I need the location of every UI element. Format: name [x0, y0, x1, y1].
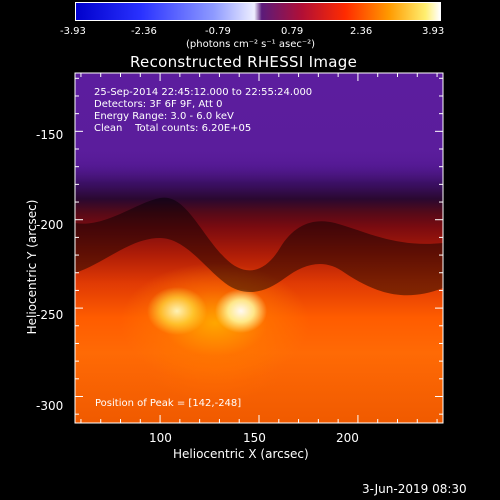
footer-date: 3-Jun-2019 08:30 [362, 482, 467, 496]
x-axis-label: Heliocentric X (arcsec) [173, 447, 309, 461]
x-tick-label-2: 200 [336, 431, 359, 445]
colorbar-gradient [75, 2, 441, 21]
heatmap-image: 25-Sep-2014 22:45:12.000 to 22:55:24.000… [75, 73, 443, 423]
colorbar [75, 2, 441, 21]
colorbar-unit-label: (photons cm⁻² s⁻¹ asec⁻²) [186, 39, 316, 50]
peak-position-text: Position of Peak = [142,-248] [95, 398, 242, 409]
info-overlay: 25-Sep-2014 22:45:12.000 to 22:55:24.000… [94, 87, 312, 135]
y-tick-label-0: -150 [36, 128, 64, 142]
heatmap-upper-field [75, 73, 443, 183]
plot-title: Reconstructed RHESSI Image [130, 53, 358, 71]
plot-frame [74, 72, 444, 424]
y-axis-label: Heliocentric Y (arcsec) [25, 199, 39, 335]
colorbar-tick-1: -2.36 [131, 26, 157, 37]
info-line-counts: Clean Total counts: 6.20E+05 [94, 123, 252, 134]
x-tick-label-0: 100 [149, 431, 172, 445]
colorbar-tick-4: 2.36 [350, 26, 373, 37]
colorbar-tick-2: -0.79 [205, 26, 231, 37]
info-line-energy: Energy Range: 3.0 - 6.0 keV [94, 111, 234, 122]
y-tick-label-1: -200 [36, 218, 64, 232]
colorbar-tick-5: 3.93 [422, 26, 445, 37]
y-tick-label-2: -250 [36, 308, 64, 322]
colorbar-tick-3: 0.79 [281, 26, 304, 37]
y-axis-ticks [75, 77, 443, 415]
info-line-detectors: Detectors: 3F 6F 9F, Att 0 [94, 99, 223, 110]
boundary-band [75, 197, 443, 296]
x-axis-ticks [80, 73, 438, 423]
x-tick-label-1: 150 [243, 431, 266, 445]
colorbar-tick-0: -3.93 [60, 26, 86, 37]
y-tick-label-3: -300 [36, 399, 64, 413]
heatmap-boundary [75, 197, 443, 296]
info-line-time: 25-Sep-2014 22:45:12.000 to 22:55:24.000 [94, 87, 313, 98]
